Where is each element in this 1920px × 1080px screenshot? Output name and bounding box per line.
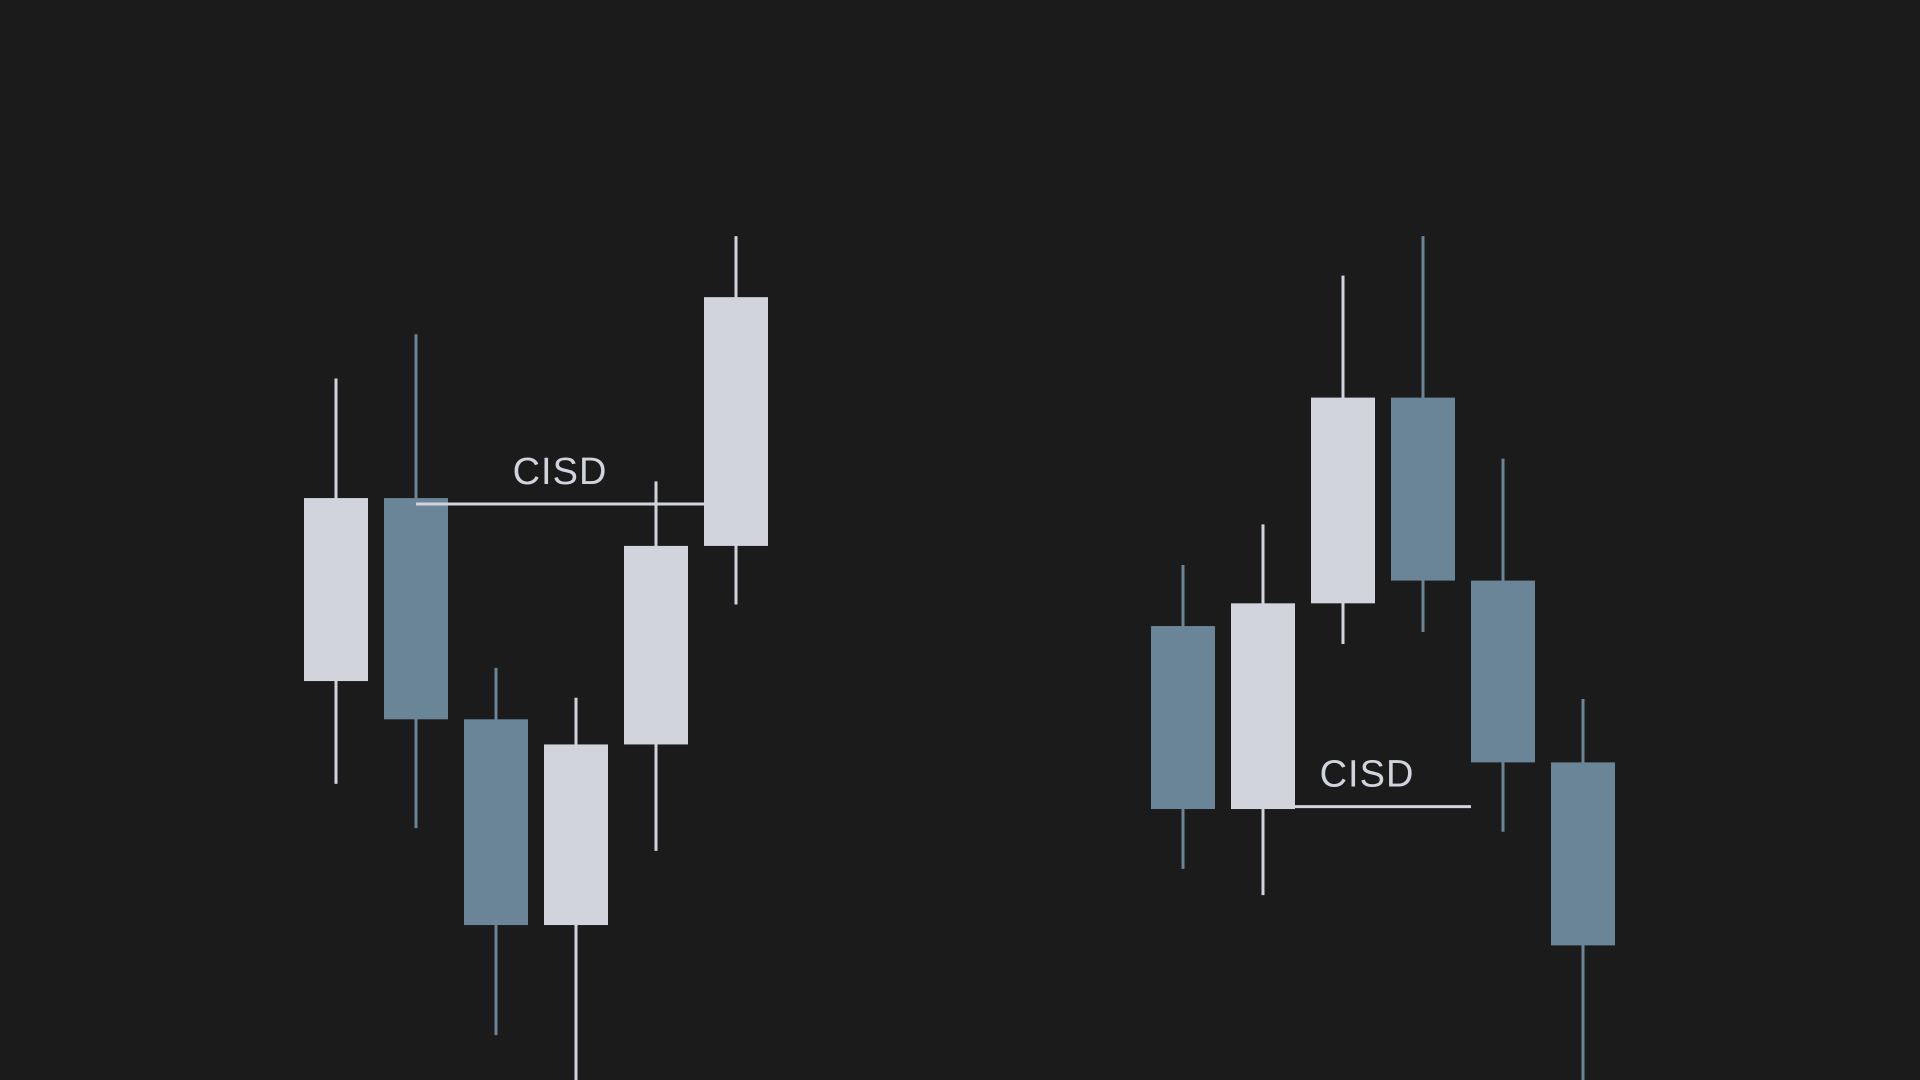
bearish-candle-body bbox=[1151, 626, 1215, 810]
bullish-candle-body bbox=[544, 744, 608, 926]
bullish-candle-body bbox=[304, 498, 368, 682]
bullish-candle-body bbox=[704, 297, 768, 546]
bearish-candle-body bbox=[1551, 762, 1615, 946]
bullish-candle-body bbox=[624, 545, 688, 745]
cisd-label: CISD bbox=[513, 451, 608, 493]
bullish-candle-body bbox=[1311, 397, 1375, 604]
bearish-candle-body bbox=[384, 498, 448, 720]
bearish-candle-body bbox=[1471, 580, 1535, 763]
bearish-candle-body bbox=[464, 719, 528, 926]
bearish-cisd-chart: CISD bbox=[1151, 236, 1615, 1080]
bullish-cisd-chart: CISD bbox=[304, 236, 768, 1080]
bullish-candle-body bbox=[1231, 603, 1295, 810]
cisd-label: CISD bbox=[1320, 754, 1415, 796]
bearish-candle-body bbox=[1391, 397, 1455, 581]
